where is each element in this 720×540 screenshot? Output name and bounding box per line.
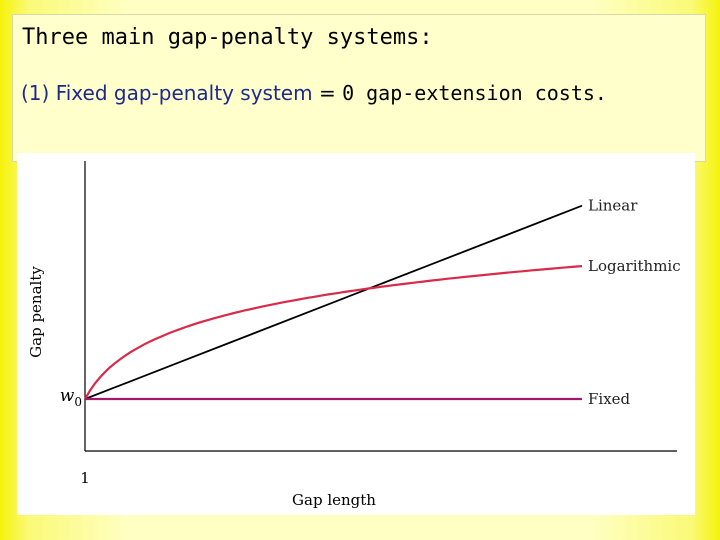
series-line-linear bbox=[84, 204, 583, 400]
y-tick-subscript: 0 bbox=[74, 395, 82, 409]
series-label-logarithmic: Logarithmic bbox=[588, 257, 681, 275]
x-axis-label: Gap length bbox=[292, 491, 376, 509]
series-label-linear: Linear bbox=[588, 197, 638, 215]
y-axis-label: Gap penalty bbox=[27, 266, 45, 358]
y-tick-label: w0 bbox=[60, 386, 82, 409]
bullet-fixed-gap: (1) Fixed gap-penalty system = 0 gap-ext… bbox=[21, 81, 607, 105]
bullet-equals: = bbox=[318, 81, 336, 105]
series-layer bbox=[84, 204, 583, 401]
gap-penalty-chart: Linear Logarithmic Fixed 1 w0 Gap length G… bbox=[27, 161, 681, 509]
bullet-number: (1) bbox=[21, 81, 50, 105]
bullet-lead-text: Fixed gap-penalty system bbox=[55, 81, 313, 105]
y-tick-w: w bbox=[60, 386, 75, 406]
x-tick-label: 1 bbox=[80, 469, 90, 487]
chart-panel: Linear Logarithmic Fixed 1 w0 Gap length G… bbox=[17, 153, 695, 515]
series-label-fixed: Fixed bbox=[588, 390, 631, 408]
series-line-logarithmic bbox=[84, 265, 583, 400]
slide-header: Three main gap-penalty systems: (1) Fixe… bbox=[12, 14, 706, 162]
bullet-tail-text: 0 gap-extension costs. bbox=[342, 81, 607, 105]
slide-title: Three main gap-penalty systems: bbox=[22, 25, 433, 50]
legend-layer: Linear Logarithmic Fixed bbox=[588, 197, 681, 408]
